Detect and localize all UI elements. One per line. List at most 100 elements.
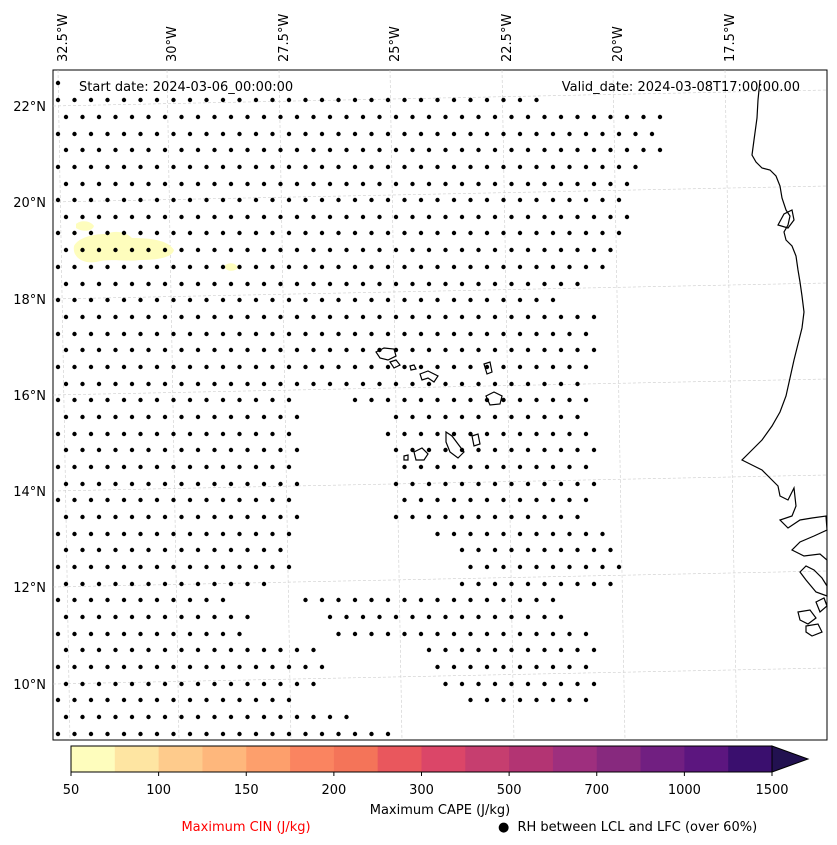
rh-dot: [237, 131, 242, 137]
rh-dot: [303, 264, 308, 270]
rh-dot: [146, 314, 151, 320]
rh-dot: [435, 631, 440, 637]
rh-dot: [575, 381, 580, 387]
rh-dot: [410, 281, 415, 287]
rh-dot: [121, 230, 127, 236]
rh-dot: [253, 497, 259, 503]
rh-dot: [517, 464, 523, 470]
rh-dot: [616, 197, 622, 203]
rh-dot: [105, 97, 110, 103]
rh-dot: [509, 114, 514, 120]
rh-dot: [303, 131, 308, 137]
rh-dot: [179, 514, 184, 520]
rh-dot: [616, 164, 622, 170]
rh-dot: [459, 647, 465, 653]
rh-dot: [195, 247, 201, 253]
rh-dot: [402, 264, 407, 270]
rh-dot: [245, 147, 250, 153]
rh-dot: [154, 264, 160, 270]
rh-dot: [204, 531, 209, 537]
rh-dot: [360, 381, 366, 387]
rh-dot: [567, 664, 572, 670]
rh-dot: [96, 281, 102, 287]
rh-dot: [253, 697, 259, 703]
rh-dot: [253, 731, 259, 737]
rh-dot: [583, 497, 589, 503]
rh-dot: [212, 714, 217, 720]
rh-dot: [55, 464, 61, 470]
colorbar-swatch: [158, 746, 203, 772]
rh-dot: [204, 230, 209, 236]
rh-dot: [476, 414, 481, 420]
rh-dot: [162, 347, 168, 353]
rh-dot: [583, 397, 589, 403]
rh-dot: [567, 230, 572, 236]
rh-dot: [253, 297, 259, 303]
rh-dot: [80, 481, 85, 487]
rh-dot: [245, 181, 250, 187]
rh-dot: [385, 597, 391, 603]
rh-dot: [443, 514, 448, 520]
rh-dot: [154, 631, 160, 637]
rh-dot: [187, 230, 193, 236]
rh-dot: [179, 381, 184, 387]
rh-dot: [468, 531, 473, 537]
rh-dot: [534, 264, 539, 270]
rh-dot: [435, 597, 440, 603]
rh-dot: [88, 197, 94, 203]
rh-dot: [608, 581, 613, 587]
rh-dot: [270, 697, 275, 703]
rh-dot: [105, 297, 110, 303]
rh-dot: [501, 431, 506, 437]
rh-dot: [237, 331, 242, 337]
colorbar-swatch: [246, 746, 291, 772]
rh-dot: [228, 414, 234, 420]
rh-dot: [591, 147, 597, 153]
rh-dot: [129, 381, 135, 387]
rh-dot: [501, 331, 506, 337]
rh-dot: [220, 264, 226, 270]
rh-dot: [212, 647, 217, 653]
rh-dot: [55, 80, 61, 86]
rh-dot: [352, 264, 358, 270]
rh-dot: [484, 531, 490, 537]
rh-dot: [385, 431, 391, 437]
rh-dot: [591, 247, 597, 253]
rh-dots: [55, 80, 663, 737]
rh-dot: [525, 481, 531, 487]
rh-dot: [476, 514, 481, 520]
rh-dot: [270, 397, 275, 403]
rh-dot: [542, 481, 547, 487]
rh-dot: [63, 314, 69, 320]
rh-dot: [171, 631, 176, 637]
rh-dot: [253, 564, 259, 570]
rh-dot: [352, 164, 358, 170]
rh-dot: [55, 497, 61, 503]
rh-dot: [187, 664, 193, 670]
rh-dot: [608, 214, 613, 220]
rh-dot: [187, 464, 193, 470]
island-santo-antao: [375, 347, 397, 361]
rh-dot: [154, 97, 160, 103]
rh-dot: [393, 514, 399, 520]
rh-dot: [121, 531, 127, 537]
rh-dot: [509, 214, 514, 220]
rh-dot: [88, 364, 94, 370]
rh-legend-label: ● RH between LCL and LFC (over 60%): [498, 820, 757, 835]
rh-dot: [303, 331, 308, 337]
rh-dot: [270, 364, 275, 370]
rh-dot: [451, 131, 457, 137]
lat-gridline: [52, 474, 828, 492]
rh-dot: [228, 181, 234, 187]
rh-dot: [212, 681, 217, 687]
rh-dot: [138, 431, 143, 437]
rh-dot: [476, 581, 481, 587]
rh-dot: [517, 664, 523, 670]
rh-dot: [278, 414, 283, 420]
rh-dot: [171, 197, 176, 203]
rh-dot: [484, 631, 490, 637]
coastline: [740, 79, 828, 637]
rh-dot: [468, 164, 473, 170]
rh-dot: [245, 414, 250, 420]
rh-dot: [410, 314, 415, 320]
